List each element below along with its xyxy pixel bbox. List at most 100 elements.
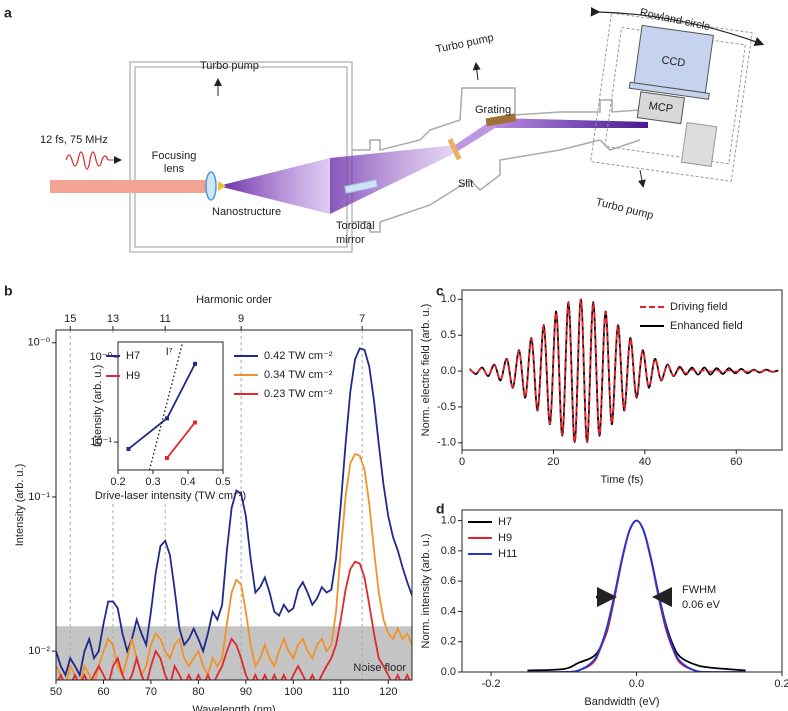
laser-label: 12 fs, 75 MHz xyxy=(40,134,108,146)
slit-label: Slit xyxy=(458,178,473,190)
xuv-beam xyxy=(455,118,495,153)
y-tick-label: 0.5 xyxy=(441,329,456,341)
plot-frame xyxy=(117,341,224,471)
plot-frame xyxy=(461,509,783,673)
top-tick-label: 9 xyxy=(238,313,244,325)
y-tick-label: 0.2 xyxy=(441,636,456,648)
top-tick-label: 13 xyxy=(107,313,119,325)
x-tick-label: 80 xyxy=(192,686,204,698)
x-tick-label: 120 xyxy=(379,686,397,698)
y-axis-label: Norm. electric field (arb. u.) xyxy=(420,304,432,437)
legend-label: 0.34 TW cm⁻² xyxy=(264,369,333,381)
plot xyxy=(469,298,779,444)
y-tick-label: 10⁻¹ xyxy=(90,436,112,448)
x-tick-label: 0 xyxy=(459,456,465,468)
flange xyxy=(628,81,710,100)
panel-label: a xyxy=(4,5,12,21)
nanostructure xyxy=(218,181,226,191)
plot-frame xyxy=(55,329,413,681)
legend-label: Driving field xyxy=(670,301,727,313)
x-tick-label: 0.5 xyxy=(215,476,230,488)
marker xyxy=(165,416,169,421)
mirror-label: Toroidal xyxy=(336,220,375,232)
slit xyxy=(447,138,462,161)
legend-label: H9 xyxy=(498,532,512,544)
pump-label: Turbo pump xyxy=(435,32,495,56)
x-axis-label: Bandwidth (eV) xyxy=(584,696,659,708)
legend-label: H7 xyxy=(498,516,512,528)
chart: 0.2 0.3 0.4 0.5 10⁻¹ 10⁻⁰ Drive-laser intensit… xyxy=(90,336,246,502)
xuv-beam xyxy=(495,118,648,128)
marker xyxy=(193,361,197,366)
y-tick-label: 0.4 xyxy=(441,605,456,617)
series-line xyxy=(527,519,746,672)
pump-arrow xyxy=(637,169,646,188)
laser-beam xyxy=(50,180,210,193)
plot xyxy=(527,519,746,672)
x-tick-label: 60 xyxy=(730,456,742,468)
series-line xyxy=(166,421,196,459)
mirror-label: mirror xyxy=(336,234,365,246)
series-line xyxy=(469,298,779,444)
x-tick-label: 90 xyxy=(240,686,252,698)
panel-label: d xyxy=(436,501,445,517)
lens xyxy=(205,171,217,201)
x-tick-label: 50 xyxy=(50,686,62,698)
line-label: I⁷ xyxy=(166,346,173,358)
x-tick-label: 110 xyxy=(332,686,350,698)
plot xyxy=(126,342,197,470)
x-tick-label: 40 xyxy=(639,456,651,468)
x-axis-label: Drive-laser intensity (TW cm⁻²) xyxy=(95,490,246,502)
annotation: 0.06 eV xyxy=(682,599,721,611)
mcp xyxy=(636,91,685,125)
x-tick-label: 70 xyxy=(145,686,157,698)
plot-frame xyxy=(461,289,783,451)
series-line xyxy=(56,452,412,680)
y-axis-label: Intensity (arb. u.) xyxy=(14,464,26,547)
toroidal-mirror xyxy=(344,179,379,194)
series-line xyxy=(56,347,412,678)
spectrometer: CCD MCP xyxy=(590,12,753,182)
pulse xyxy=(65,151,109,170)
top-tick-label: 15 xyxy=(64,313,76,325)
y-tick-label: 10⁻⁰ xyxy=(90,351,113,363)
x-axis-label: Wavelength (nm) xyxy=(192,704,275,711)
chart: 0 20 40 60 -1.0 -0.5 0.0 0.5 1.0 Time (fs) Norm. e… xyxy=(420,289,783,486)
y-axis-label: Norm. intensity (arb. u.) xyxy=(420,534,432,649)
pump-label: Turbo pump xyxy=(595,196,655,222)
y-tick-label: 10⁻⁰ xyxy=(28,337,51,349)
y-tick-label: 0.0 xyxy=(441,666,456,678)
y-tick-label: 0.6 xyxy=(441,575,456,587)
legend-label: H9 xyxy=(126,370,140,382)
vacuum-tube xyxy=(352,87,641,233)
y-tick-label: -1.0 xyxy=(437,437,456,449)
top-tick-label: 11 xyxy=(159,313,170,325)
lens-label: Focusing xyxy=(152,150,197,162)
marker xyxy=(126,446,131,451)
y-tick-label: 0.8 xyxy=(441,545,456,557)
xuv-beam xyxy=(330,145,455,214)
y-tick-label: 10⁻¹ xyxy=(28,491,50,503)
setup-diagram: a 12 fs, 75 MHz Focusing lens Nanostruct… xyxy=(4,5,765,253)
grating xyxy=(485,113,517,127)
x-tick-label: -0.2 xyxy=(482,678,501,690)
y-tick-label: 1.0 xyxy=(441,293,456,305)
y-tick-label: 0.0 xyxy=(441,365,456,377)
y-tick-label: 1.0 xyxy=(441,515,456,527)
y-tick-label: 10⁻² xyxy=(28,645,50,657)
ccd-label: CCD xyxy=(661,54,686,69)
mcp-label: MCP xyxy=(648,100,674,115)
pump-arrow xyxy=(472,62,481,81)
x-tick-label: 60 xyxy=(97,686,109,698)
x-tick-label: 0.4 xyxy=(180,476,195,488)
noise-floor-label: Noise floor xyxy=(353,662,406,674)
series-line xyxy=(57,560,411,680)
legend-label: H7 xyxy=(126,350,140,362)
panel-label: c xyxy=(436,283,444,299)
x-tick-label: 0.2 xyxy=(774,678,788,690)
lens-label: lens xyxy=(164,163,185,175)
y-axis-label: Intensity (arb. u.) xyxy=(92,365,104,448)
top-axis-label: Harmonic order xyxy=(196,294,272,306)
annotation: FWHM xyxy=(682,584,716,596)
x-axis-label: Time (fs) xyxy=(601,474,644,486)
